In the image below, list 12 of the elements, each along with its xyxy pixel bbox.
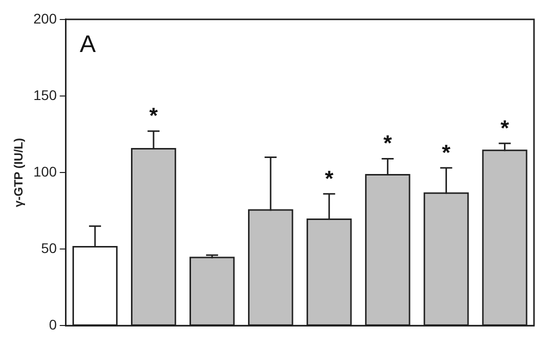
y-tick-label: 0 (48, 316, 57, 332)
data-label: * (383, 130, 392, 156)
y-tick-label: 100 (33, 163, 57, 180)
y-tick-label: 200 (33, 10, 57, 26)
y-axis-title: γ-GTP (IU/L) (12, 138, 26, 208)
annotation: A (80, 31, 96, 58)
y-tick-label: 50 (41, 240, 57, 256)
data-label: * (149, 103, 158, 128)
data-label: * (500, 115, 510, 140)
data-label: * (442, 140, 451, 165)
y-tick-label: 150 (33, 86, 57, 103)
data-label: * (324, 166, 334, 191)
